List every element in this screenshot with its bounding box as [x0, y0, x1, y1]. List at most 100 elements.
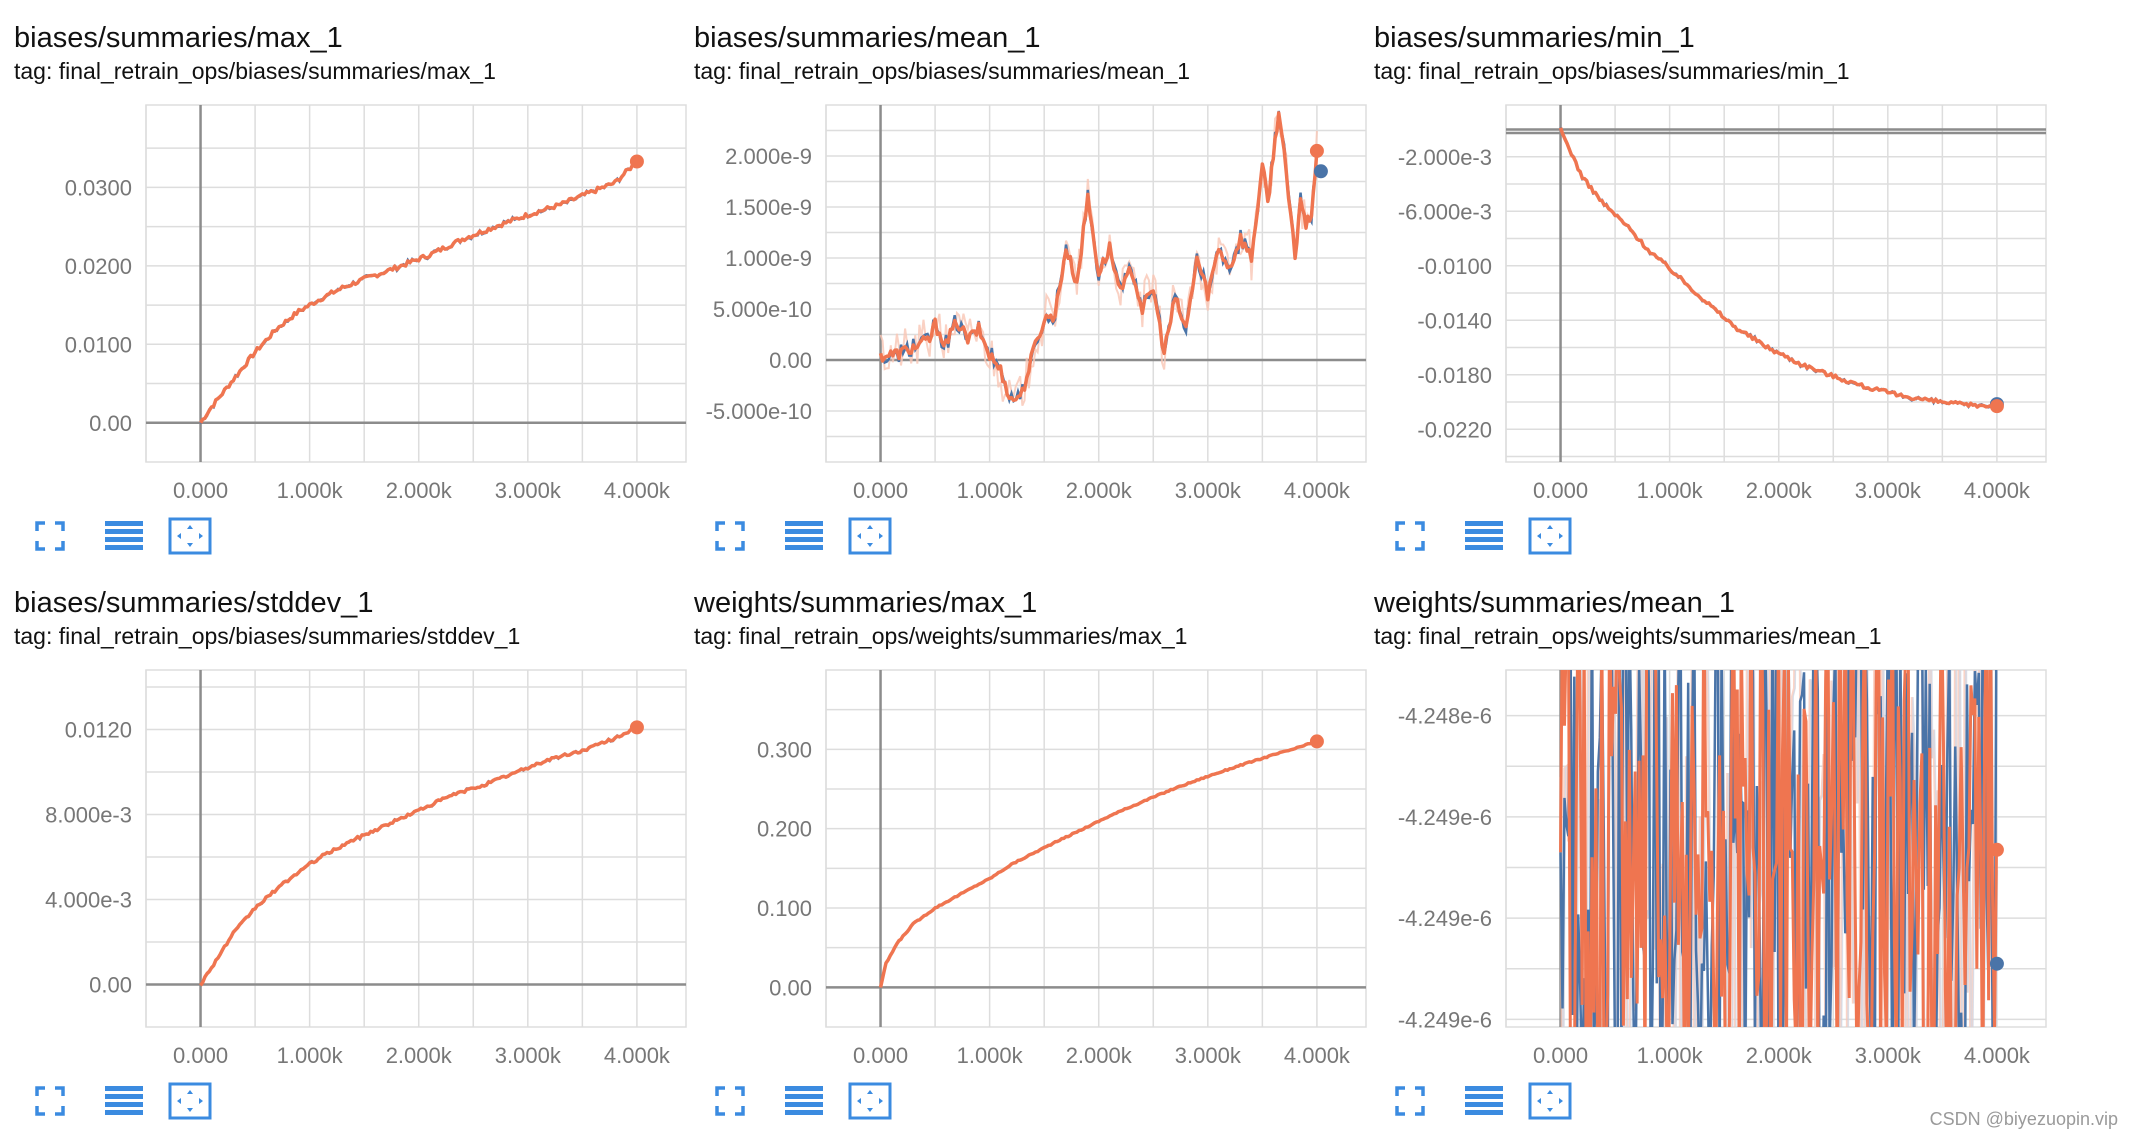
chart-title: biases/summaries/mean_1: [694, 22, 1041, 54]
smoothed-series-line: [199, 725, 638, 987]
fit-domain-button[interactable]: [848, 1081, 892, 1121]
series-group: [199, 725, 638, 987]
chart-plot[interactable]: 0.00 0.100 0.200 0.300 0.000 1.000k 2.000k 3.00…: [694, 565, 1374, 1085]
fit-domain-button[interactable]: [1528, 1081, 1572, 1121]
series-group: [878, 110, 1319, 407]
x-tick-label: 3.000k: [1855, 1043, 1922, 1068]
chart-tag: tag: final_retrain_ops/biases/summaries/…: [694, 58, 1191, 84]
plot-area: [1505, 104, 2047, 463]
y-tick-label: -2.000e-3: [1398, 145, 1492, 170]
chart-plot[interactable]: -2.000e-3 -6.000e-3 -0.0100 -0.0140 -0.0180 -…: [1374, 0, 2054, 520]
smoothed-series-line: [878, 739, 1318, 988]
y-tick-label: 0.0120: [65, 718, 132, 743]
y-tick-label: 5.000e-10: [713, 297, 812, 322]
chart-tag: tag: final_retrain_ops/biases/summaries/…: [1374, 58, 1850, 84]
x-tick-label: 4.000k: [1284, 478, 1351, 503]
y-tick-label: 1.500e-9: [725, 195, 812, 220]
fit-domain-icon: [1528, 1082, 1572, 1120]
fullscreen-icon: [1395, 521, 1425, 551]
chart-tag: tag: final_retrain_ops/weights/summaries…: [1374, 623, 1882, 649]
raw-endpoint-dot: [1989, 956, 2004, 971]
y-tick-label: 8.000e-3: [45, 803, 132, 828]
fullscreen-button[interactable]: [1388, 516, 1432, 556]
fit-domain-button[interactable]: [848, 516, 892, 556]
x-tick-label: 4.000k: [604, 1043, 671, 1068]
toggle-log-scale-button[interactable]: [102, 516, 146, 556]
fit-domain-icon: [1528, 517, 1572, 555]
plot-area: [145, 104, 687, 463]
x-tick-label: 0.000: [1533, 1043, 1588, 1068]
plot-area: [825, 669, 1367, 1028]
y-tick-label: -0.0140: [1417, 308, 1492, 333]
chart-plot[interactable]: -5.000e-10 0.00 5.000e-10 1.000e-9 1.500e-9 2…: [694, 0, 1374, 520]
x-tick-label: 1.000k: [957, 478, 1024, 503]
y-tick-label: 1.000e-9: [725, 246, 812, 271]
x-tick-label: 2.000k: [1746, 478, 1813, 503]
fullscreen-icon: [1395, 1086, 1425, 1116]
chart-tag: tag: final_retrain_ops/biases/summaries/…: [14, 58, 496, 84]
x-tick-label: 2.000k: [1066, 1043, 1133, 1068]
toggle-log-scale-button[interactable]: [102, 1081, 146, 1121]
toggle-log-scale-button[interactable]: [1462, 1081, 1506, 1121]
chart-plot[interactable]: 0.00 0.0100 0.0200 0.0300 0.000 1.000k 2.000k 3…: [14, 0, 694, 520]
fit-domain-button[interactable]: [1528, 516, 1572, 556]
x-tick-label: 3.000k: [1175, 478, 1242, 503]
chart-card-weights-max: weights/summaries/max_1 tag: final_retra…: [694, 565, 1374, 1130]
x-tick-label: 3.000k: [1175, 1043, 1242, 1068]
series-group: [199, 160, 639, 425]
fit-domain-button[interactable]: [168, 1081, 212, 1121]
chart-tag: tag: final_retrain_ops/biases/summaries/…: [14, 623, 521, 649]
smoothed-endpoint-dot: [629, 720, 644, 735]
plot-area: [825, 104, 1367, 463]
smoothed-endpoint-dot: [1309, 734, 1324, 749]
chart-plot[interactable]: -4.248e-6 -4.249e-6 -4.249e-6 -4.249e-6 0.00…: [1374, 565, 2054, 1085]
x-tick-label: 2.000k: [1066, 478, 1133, 503]
fullscreen-icon: [35, 521, 65, 551]
chart-title: weights/summaries/mean_1: [1374, 587, 1736, 619]
y-tick-label: 0.0200: [65, 254, 132, 279]
toggle-log-scale-button[interactable]: [782, 516, 826, 556]
x-tick-label: 2.000k: [1746, 1043, 1813, 1068]
y-tick-label: -6.000e-3: [1398, 199, 1492, 224]
plot-frame: [825, 669, 1367, 1028]
fullscreen-button[interactable]: [708, 516, 752, 556]
y-tick-label: 0.100: [757, 896, 812, 921]
plot-frame: [145, 104, 687, 463]
chart-plot[interactable]: 0.00 4.000e-3 8.000e-3 0.0120 0.000 1.000k 2.0…: [14, 565, 694, 1085]
fullscreen-button[interactable]: [28, 1081, 72, 1121]
x-tick-label: 0.000: [173, 1043, 228, 1068]
plot-area: [145, 669, 687, 1028]
chart-card-weights-mean: weights/summaries/mean_1 tag: final_retr…: [1374, 565, 2054, 1130]
smoothed-series-line: [878, 111, 1319, 403]
fullscreen-button[interactable]: [28, 516, 72, 556]
y-tick-label: 0.00: [769, 975, 812, 1000]
chart-title: biases/summaries/stddev_1: [14, 587, 374, 619]
series-group: [1559, 670, 1999, 1027]
fit-domain-icon: [848, 1082, 892, 1120]
fit-domain-button[interactable]: [168, 516, 212, 556]
y-tick-label: -5.000e-10: [706, 399, 812, 424]
fit-domain-icon: [168, 517, 212, 555]
y-tick-label: -4.249e-6: [1398, 805, 1492, 830]
x-tick-label: 0.000: [853, 478, 908, 503]
toggle-log-scale-button[interactable]: [1462, 516, 1506, 556]
x-tick-label: 1.000k: [277, 478, 344, 503]
fullscreen-button[interactable]: [708, 1081, 752, 1121]
fullscreen-button[interactable]: [1388, 1081, 1432, 1121]
y-tick-label: -4.248e-6: [1398, 704, 1492, 729]
plot-frame: [145, 669, 687, 1028]
x-tick-label: 4.000k: [1964, 1043, 2031, 1068]
x-tick-label: 0.000: [1533, 478, 1588, 503]
fit-domain-icon: [168, 1082, 212, 1120]
list-icon: [1465, 1086, 1503, 1115]
chart-title: biases/summaries/max_1: [14, 22, 343, 54]
x-tick-label: 1.000k: [1637, 1043, 1704, 1068]
chart-card-biases-min: biases/summaries/min_1 tag: final_retrai…: [1374, 0, 2054, 565]
toggle-log-scale-button[interactable]: [782, 1081, 826, 1121]
list-icon: [785, 521, 823, 550]
y-tick-label: 4.000e-3: [45, 888, 132, 913]
chart-title: biases/summaries/min_1: [1374, 22, 1695, 54]
x-tick-label: 1.000k: [957, 1043, 1024, 1068]
x-tick-label: 3.000k: [1855, 478, 1922, 503]
smoothed-series-line: [1558, 127, 1998, 410]
